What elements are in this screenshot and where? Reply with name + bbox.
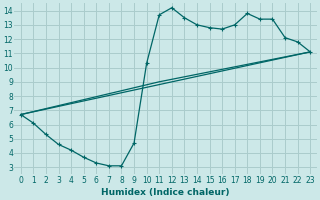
X-axis label: Humidex (Indice chaleur): Humidex (Indice chaleur) <box>101 188 230 197</box>
